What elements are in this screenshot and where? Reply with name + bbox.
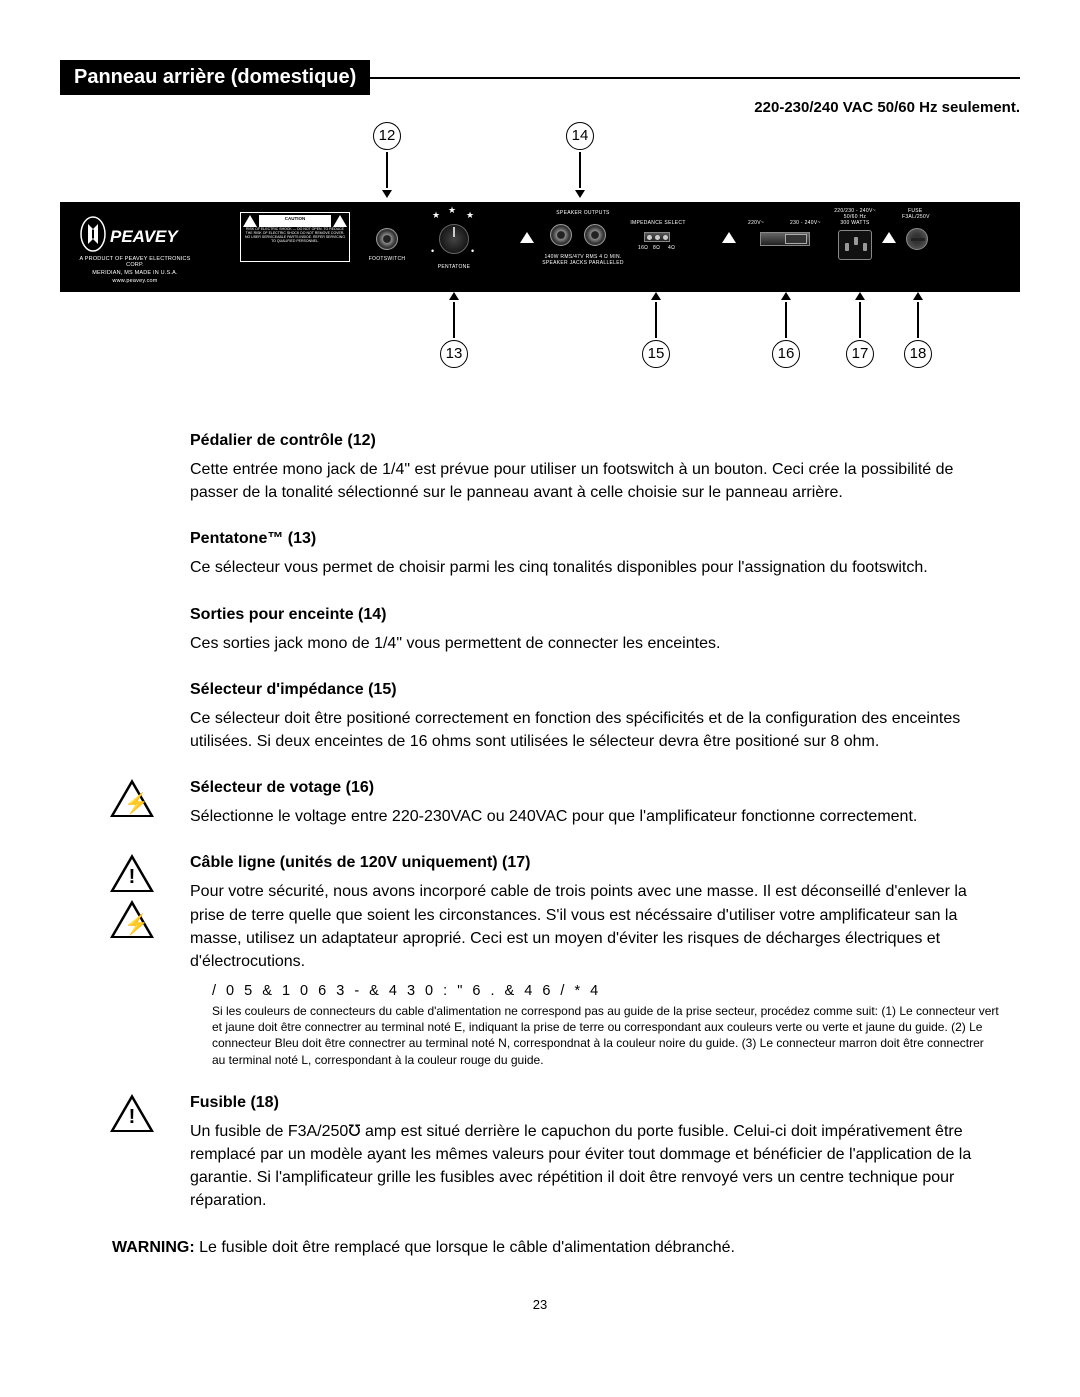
desc-title: Pentatone™ (13) [190,530,1000,548]
desc-title: Câble ligne (unités de 120V uniquement) … [190,854,1000,872]
speaker-jack-2 [584,224,606,246]
panel-title: Panneau arrière (domestique) [60,60,370,95]
impedance-label: IMPEDANCE SELECT [628,220,688,226]
callout-circle: 16 [772,340,800,368]
warning-triangle-icon [333,215,347,227]
callout-circle: 13 [440,340,468,368]
desc-body: Ces sorties jack mono de 1/4" vous perme… [190,632,1000,655]
callout-16: 16 [772,292,800,368]
warning-triangle-icon [722,232,736,243]
peavey-logo-icon: PEAVEY [80,216,190,252]
callout-17: 17 [846,292,874,368]
pentatone-knob [439,224,469,254]
iec-power-inlet [838,230,872,260]
callout-circle: 14 [566,122,594,150]
desc-body: Pour votre sécurité, nous avons incorpor… [190,880,1000,973]
caution-box: CAUTION RISK OF ELECTRIC SHOCK — DO NOT … [240,212,350,262]
callout-circle: 18 [904,340,932,368]
speaker-outputs-label: SPEAKER OUTPUTS [548,210,618,216]
header-rule [370,77,1020,79]
desc-title: Pédalier de contrôle (12) [190,432,1000,450]
caution-warning-icon: ! [110,1094,154,1132]
caution-warning-icon: ! [110,854,154,892]
footswitch-jack [376,228,398,250]
desc-block: !⚡Câble ligne (unités de 120V uniquement… [190,854,1000,1068]
shock-warning-icon: ⚡ [110,779,154,817]
fuse-spec: F3AL/250V [902,214,930,220]
desc-body: Ce sélecteur vous permet de choisir parm… [190,556,1000,579]
desc-block: Sélecteur d'impédance (15) Ce sélecteur d… [190,681,1000,753]
warning-triangle-icon [882,232,896,243]
callout-circle: 17 [846,340,874,368]
caution-body: RISK OF ELECTRIC SHOCK — DO NOT OPEN. TO… [243,228,347,243]
note-body: Si les couleurs de connecteurs du cable … [212,1003,1000,1068]
imp-16: 16Ω [638,245,648,251]
callout-18: 18 [904,292,932,368]
warning-label: WARNING: [112,1239,195,1256]
voltage-note: 220-230/240 VAC 50/60 Hz seulement. [60,99,1020,116]
note-heading: / 0 5 & 1 0 6 3 - & 4 3 0 : " 6 . & 4 6 … [212,983,1000,999]
rear-panel-diagram: 12 14 PEAVEY A PRODUCT OF PEAVEY ELECTRON… [60,122,1020,372]
svg-text:PEAVEY: PEAVEY [110,227,179,246]
desc-body: Ce sélecteur doit être positioné correct… [190,707,1000,753]
warning-triangle-icon [520,232,534,243]
desc-title: Sorties pour enceinte (14) [190,606,1000,624]
desc-body: Un fusible de F3A/250℧ amp est situé der… [190,1120,1000,1213]
imp-4: 4Ω [668,245,675,251]
rear-panel-strip: PEAVEY A PRODUCT OF PEAVEY ELECTRONICS C… [60,202,1020,292]
footswitch-label: FOOTSWITCH [366,256,408,262]
logo-sub-1: A PRODUCT OF PEAVEY ELECTRONICS CORP. [70,256,200,268]
callout-13: 13 [440,292,468,368]
desc-body: Sélectionne le voltage entre 220-230VAC … [190,805,1000,828]
desc-block: ⚡Sélecteur de votage (16)Sélectionne le … [190,779,1000,828]
fuse-holder [906,228,928,250]
power-spec-3: 300 WATTS [830,220,880,226]
desc-title: Sélecteur de votage (16) [190,779,1000,797]
fuse-warning: WARNING: Le fusible doit être remplacé q… [112,1239,1020,1257]
impedance-switch [644,232,670,242]
voltage-switch [760,232,810,246]
volt-230-label: 230 - 240V~ [790,220,821,226]
peavey-logo-area: PEAVEY A PRODUCT OF PEAVEY ELECTRONICS C… [70,216,200,284]
warning-text: Le fusible doit être remplacé que lorsqu… [195,1239,735,1256]
page-number: 23 [60,1297,1020,1312]
logo-sub-2: MERIDIAN, MS MADE IN U.S.A. [70,270,200,276]
shock-warning-icon: ⚡ [110,900,154,938]
desc-title: Sélecteur d'impédance (15) [190,681,1000,699]
warning-triangle-icon [243,215,257,227]
desc-title: Fusible (18) [190,1094,1000,1112]
desc-body: Cette entrée mono jack de 1/4" est prévu… [190,458,1000,504]
callout-12: 12 [373,122,401,198]
volt-220-label: 220V~ [748,220,764,226]
descriptions: Pédalier de contrôle (12) Cette entrée mo… [190,432,1000,1213]
desc-block: Pentatone™ (13) Ce sélecteur vous permet … [190,530,1000,579]
callouts-bottom: 13 15 16 17 18 [60,292,1020,372]
callout-circle: 12 [373,122,401,150]
desc-block: Sorties pour enceinte (14) Ces sorties ja… [190,606,1000,655]
logo-sub-3: www.peavey.com [70,278,200,284]
imp-8: 8Ω [653,245,660,251]
callout-circle: 15 [642,340,670,368]
caution-head: CAUTION [259,215,331,227]
speaker-jack-1 [550,224,572,246]
speaker-sub-label: 140W RMS/47V RMS 4 Ω MIN. SPEAKER JACKS … [538,254,628,266]
desc-block: !Fusible (18)Un fusible de F3A/250℧ amp … [190,1094,1000,1213]
pentatone-label: PENTATONE [434,264,474,270]
desc-block: Pédalier de contrôle (12) Cette entrée mo… [190,432,1000,504]
callout-15: 15 [642,292,670,368]
section-header: Panneau arrière (domestique) [60,60,1020,95]
callout-14: 14 [566,122,594,198]
callouts-top: 12 14 [60,122,1020,202]
